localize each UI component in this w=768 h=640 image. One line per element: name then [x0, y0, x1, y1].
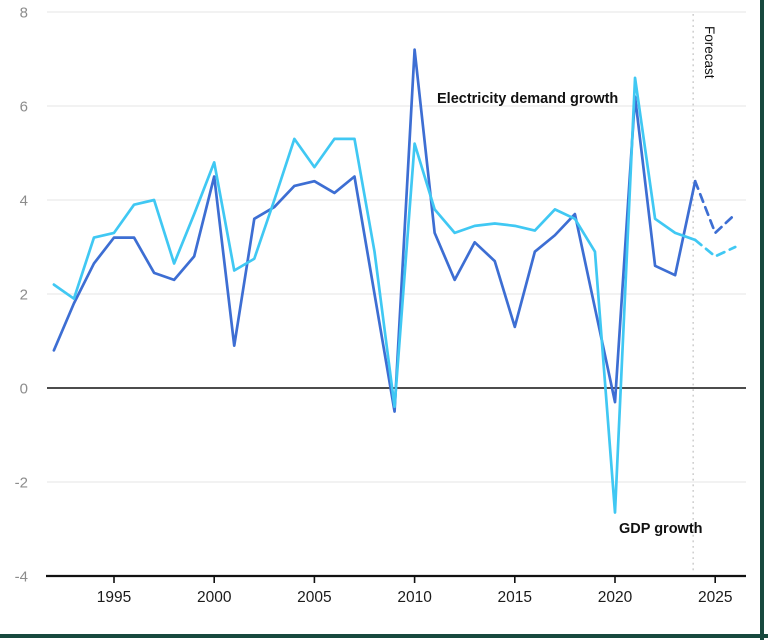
- y-axis-tick-label: 8: [20, 5, 28, 22]
- gdp-growth-label: GDP growth: [619, 521, 703, 537]
- electricity-series-forecast-line: [693, 179, 737, 235]
- x-axis-tick-label: 2005: [297, 589, 331, 606]
- y-axis-tick-label: 0: [20, 381, 28, 398]
- x-axis-tick-label: 2000: [197, 589, 232, 606]
- y-axis-tick-label: 4: [20, 193, 28, 210]
- y-axis-tick-label: -4: [15, 569, 28, 586]
- x-axis-tick-label: 2025: [698, 589, 732, 606]
- window-border-bottom: [0, 634, 768, 638]
- gdp-series-line: [52, 76, 697, 514]
- y-axis-tick-label: -2: [15, 475, 28, 492]
- gdp-series-forecast-line: [693, 238, 737, 258]
- y-axis-tick-label: 6: [20, 99, 28, 116]
- forecast-label: Forecast: [702, 26, 717, 79]
- x-axis-tick-label: 2010: [397, 589, 432, 606]
- y-axis-tick-label: 2: [20, 287, 28, 304]
- x-axis-tick-label: 2020: [598, 589, 633, 606]
- electricity-series-line: [52, 48, 697, 413]
- x-axis-tick-label: 1995: [97, 589, 131, 606]
- window-border-right: [760, 0, 764, 640]
- x-axis-tick-label: 2015: [498, 589, 532, 606]
- electricity-demand-growth-label: Electricity demand growth: [437, 91, 618, 107]
